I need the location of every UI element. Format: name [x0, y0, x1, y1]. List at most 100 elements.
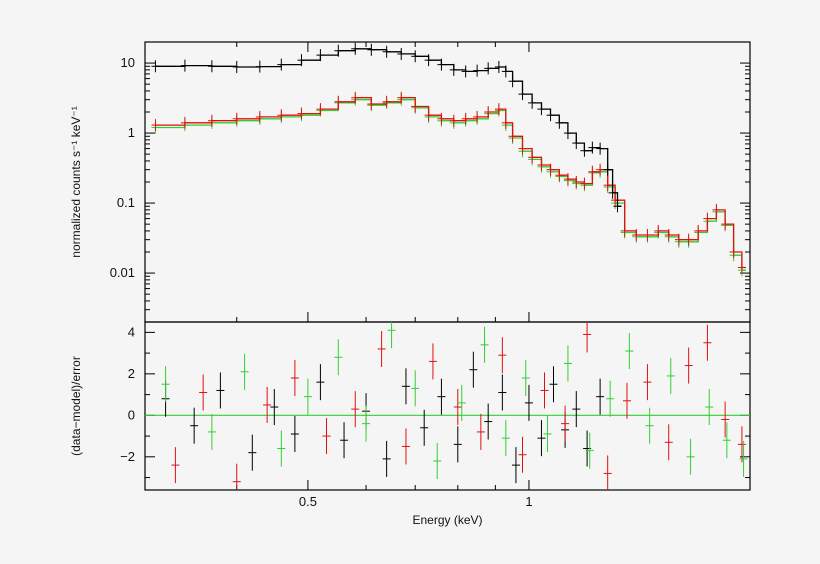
residual-point-black: [190, 407, 199, 444]
data-point-red: [501, 116, 510, 129]
residual-point-red: [401, 428, 410, 465]
data-point-red: [461, 112, 470, 125]
top-ytick-label: 0.1: [117, 195, 135, 210]
data-point-red: [632, 228, 641, 241]
data-point-red: [411, 100, 420, 113]
data-point-red: [563, 173, 572, 186]
data-point-red: [367, 98, 376, 111]
data-point-red: [508, 130, 517, 143]
data-point-red: [494, 103, 503, 116]
model-line-green: [155, 99, 746, 271]
residual-point-black: [270, 389, 279, 426]
data-point-red: [473, 110, 482, 123]
bottom-ytick-label: 0: [128, 407, 135, 422]
residual-point-green: [686, 438, 695, 475]
residual-point-black: [511, 447, 520, 484]
data-point-black: [508, 75, 517, 88]
residual-point-black: [524, 384, 533, 421]
residual-point-green: [303, 378, 312, 415]
residual-point-red: [263, 386, 272, 423]
residual-point-red: [453, 389, 462, 426]
residual-point-red: [199, 374, 208, 411]
data-point-red: [596, 163, 605, 176]
data-point-black: [528, 96, 537, 109]
data-point-red: [729, 246, 738, 258]
data-point-red: [721, 218, 730, 231]
data-point-black: [180, 59, 189, 72]
data-point-black: [351, 42, 360, 55]
top-ytick-label: 1: [128, 125, 135, 140]
residual-point-black: [420, 409, 429, 446]
bottom-y-axis-title: (data−model)/error: [69, 356, 83, 456]
residual-point-black: [290, 416, 299, 452]
data-point-red: [737, 261, 746, 274]
residual-point-black: [437, 378, 446, 415]
residual-point-green: [207, 413, 216, 450]
xtick-label: 1: [525, 494, 532, 509]
data-point-red: [712, 203, 721, 216]
data-point-red: [437, 112, 446, 125]
top-ytick-label: 0.01: [110, 265, 135, 280]
residual-point-green: [625, 333, 634, 370]
residual-point-black: [401, 368, 410, 405]
data-point-black: [449, 63, 458, 76]
data-point-black: [546, 109, 555, 122]
residual-point-green: [411, 370, 420, 407]
data-point-red: [643, 228, 652, 241]
residual-point-green: [666, 357, 675, 394]
residual-point-green: [480, 326, 489, 363]
residual-point-red: [171, 447, 180, 484]
data-point-red: [603, 179, 612, 192]
data-point-black: [494, 60, 503, 73]
data-point-red: [484, 106, 493, 118]
data-point-black: [255, 60, 264, 73]
data-point-red: [664, 228, 673, 241]
top-ytick-label: 10: [121, 55, 135, 70]
data-point-red: [654, 224, 663, 237]
residual-point-red: [351, 391, 360, 428]
data-point-black: [473, 64, 482, 77]
data-point-red: [397, 91, 406, 104]
bottom-ytick-label: 4: [128, 324, 135, 339]
residual-point-green: [161, 366, 170, 403]
data-point-red: [351, 91, 360, 104]
data-point-red: [151, 119, 160, 132]
residual-point-red: [232, 463, 241, 490]
residual-point-green: [563, 345, 572, 382]
data-point-red: [555, 169, 564, 182]
residual-point-green: [362, 405, 371, 442]
residual-point-red: [721, 401, 730, 438]
data-point-red: [572, 176, 581, 188]
top-panel-frame: [144, 41, 751, 323]
data-point-black: [334, 44, 343, 57]
data-point-black: [151, 60, 160, 73]
residual-point-green: [543, 416, 552, 452]
residual-point-green: [334, 339, 343, 376]
residual-point-red: [603, 455, 612, 490]
data-point-red: [580, 177, 589, 190]
data-point-black: [207, 60, 216, 73]
residual-point-red: [583, 322, 592, 353]
residual-point-green: [433, 442, 442, 479]
data-point-red: [449, 114, 458, 127]
data-point-red: [424, 109, 433, 122]
residual-point-green: [739, 440, 748, 477]
data-point-black: [484, 62, 493, 75]
residual-point-red: [737, 426, 746, 463]
data-point-black: [580, 144, 589, 157]
residual-point-black: [340, 422, 349, 459]
residual-point-red: [561, 405, 570, 442]
data-point-black: [603, 163, 612, 176]
residual-point-green: [606, 380, 615, 417]
data-point-red: [620, 224, 629, 237]
residual-point-red: [643, 364, 652, 401]
xtick-label: 0.5: [299, 494, 317, 509]
residual-point-black: [382, 440, 391, 477]
bottom-ytick-label: 2: [128, 366, 135, 381]
data-point-black: [297, 54, 306, 67]
residual-point-red: [623, 382, 632, 419]
residual-point-green: [457, 384, 466, 421]
residual-point-black: [469, 351, 478, 388]
data-point-black: [367, 43, 376, 56]
